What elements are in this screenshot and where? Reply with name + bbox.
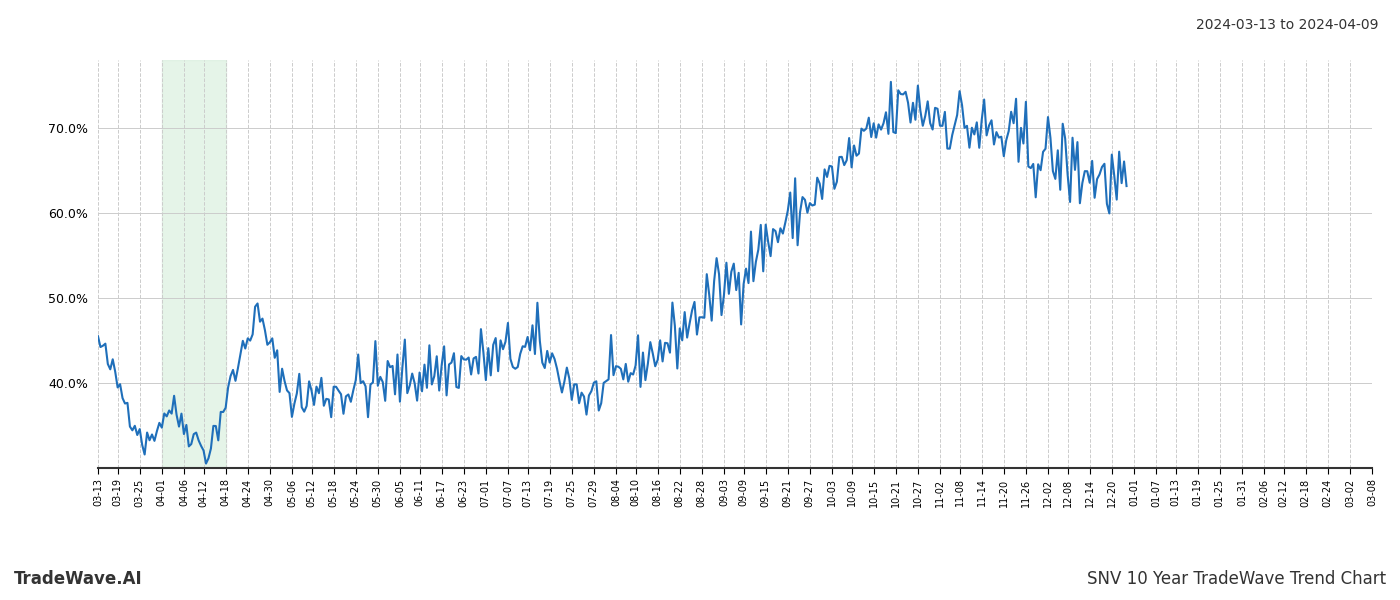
Text: 2024-03-13 to 2024-04-09: 2024-03-13 to 2024-04-09	[1197, 18, 1379, 32]
Bar	[162, 60, 225, 468]
Text: TradeWave.AI: TradeWave.AI	[14, 570, 143, 588]
Text: SNV 10 Year TradeWave Trend Chart: SNV 10 Year TradeWave Trend Chart	[1086, 570, 1386, 588]
